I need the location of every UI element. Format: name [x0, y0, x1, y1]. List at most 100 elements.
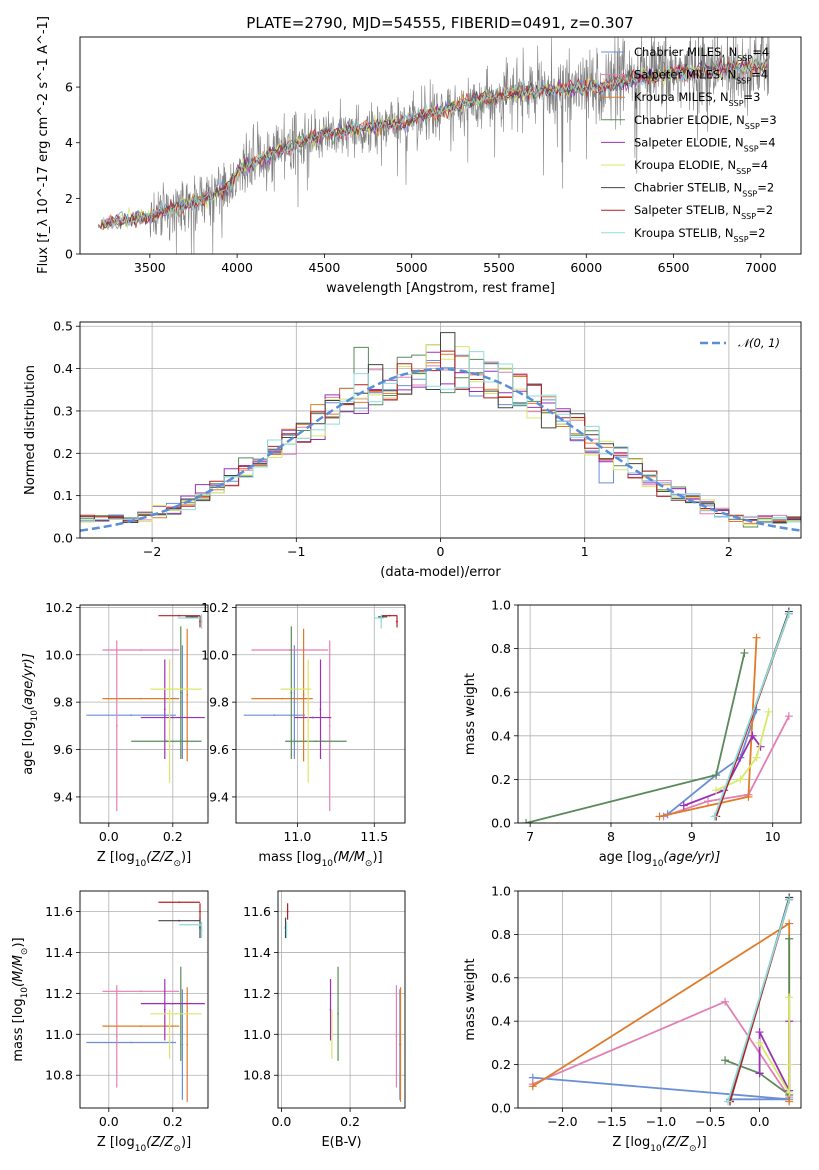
- panel-spectrum: 3500 4000 4500 5000 5500 6000 6500 7000 0 2 4 6 wave…: [36, 16, 802, 296]
- plus-marker: [785, 993, 794, 1002]
- y-tick-label: 0.4: [491, 728, 511, 743]
- x-tick-label: −1.0: [646, 1114, 676, 1129]
- y-axis-label: age [log10(age/yr)]: [21, 653, 40, 775]
- y-tick-label: 10.0: [201, 647, 229, 662]
- legend-entry: Salpeter MILES, NSSP=4: [634, 68, 768, 86]
- legend-subscript: SSP: [737, 54, 752, 63]
- y-axis-label: Flux [f_λ 10^-17 erg cm^-2 s^-1 A^-1]: [36, 16, 51, 274]
- data-point: [181, 1043, 184, 1046]
- plus-marker: [528, 1082, 537, 1091]
- label-part: age [log: [599, 850, 652, 865]
- data-point: [307, 720, 310, 723]
- legend-count: =2: [757, 181, 774, 195]
- legend-label: Chabrier MILES, N: [634, 45, 737, 59]
- y-axis-label: Normed distribution: [23, 365, 38, 495]
- legend-entry: Chabrier MILES, NSSP=4: [634, 45, 769, 63]
- panel-age-vs-Z: 0.0 0.29.49.69.810.010.2Z [log10(Z/Z⊙)]ag…: [21, 600, 209, 869]
- y-tick-label: 0.6: [491, 685, 511, 700]
- y-tick-label: 11.2: [45, 986, 73, 1001]
- plus-marker: [755, 1038, 764, 1047]
- legend-label: Kroupa STELIB, N: [634, 226, 734, 240]
- data-point: [311, 716, 314, 719]
- plot-area-age-vs-Z: [86, 614, 205, 812]
- label-part: )]: [372, 850, 382, 865]
- plot-area-age-vs-mass: [243, 614, 398, 812]
- label-part: (age/yr)]: [663, 850, 720, 865]
- x-tick-label: 3500: [134, 260, 166, 275]
- x-tick-label: 5000: [396, 260, 428, 275]
- plot-area-mass-vs-Z: [86, 901, 205, 1102]
- plus-marker: [752, 633, 761, 642]
- legend-subscript: SSP: [734, 234, 749, 243]
- x-tick-label: −2.0: [547, 1114, 577, 1129]
- data-point: [168, 1033, 171, 1036]
- data-point: [139, 1025, 142, 1028]
- y-tick-label: 9.6: [209, 742, 229, 757]
- x-tick-label: 11.5: [360, 829, 388, 844]
- y-axis-label: mass weight: [463, 958, 478, 1040]
- x-tick-label: 0.0: [99, 1114, 119, 1129]
- histogram-salpeter-stelib: [80, 350, 801, 523]
- y-tick-label: 10.2: [201, 600, 229, 615]
- plus-marker: [755, 1069, 764, 1078]
- y-tick-label: 0.1: [53, 488, 73, 503]
- data-point: [179, 691, 182, 694]
- x-tick-label: 9: [688, 829, 696, 844]
- x-tick-label: 5500: [483, 260, 515, 275]
- weight-line-kroupa-stelib: [727, 899, 791, 1102]
- y-tick-label: 11.6: [45, 904, 73, 919]
- y-tick-label: 9.6: [53, 742, 73, 757]
- legend-count: =2: [749, 226, 766, 240]
- data-point: [130, 1041, 133, 1044]
- axes-frame: [235, 604, 406, 824]
- x-axis-label: mass [log10(M/M⊙)]: [258, 850, 382, 869]
- data-point: [328, 724, 331, 727]
- x-tick-label: −2: [143, 544, 161, 559]
- plus-marker: [721, 997, 730, 1006]
- data-point: [186, 694, 189, 696]
- x-axis-label: Z [log10(Z/Z⊙)]: [612, 1135, 706, 1154]
- data-point: [163, 708, 166, 711]
- label-subscript: ⊙: [365, 859, 373, 869]
- weight-line-chabrier-miles: [667, 709, 758, 815]
- data-point: [115, 724, 118, 727]
- y-tick-label: 10.8: [45, 1068, 73, 1083]
- x-tick-label: 7: [526, 829, 534, 844]
- axes-frame: [517, 604, 802, 824]
- normal-curve-line: [80, 367, 801, 532]
- legend-label: Salpeter MILES, N: [634, 68, 736, 82]
- data-point: [377, 617, 380, 619]
- y-tick-label: 11.0: [243, 1027, 271, 1042]
- label-part: Z [log: [97, 1135, 135, 1150]
- x-axis-label: (data-model)/error: [380, 565, 501, 580]
- label-part: (M/M: [333, 850, 365, 865]
- data-point: [199, 910, 201, 913]
- label-part: (M/M: [11, 955, 26, 987]
- data-point: [200, 928, 203, 931]
- figure-title: PLATE=2790, MJD=54555, FIBERID=0491, z=0…: [246, 14, 633, 32]
- legend-label: Salpeter STELIB, N: [634, 203, 741, 217]
- legend-entry: Salpeter ELODIE, NSSP=4: [634, 135, 776, 153]
- y-tick-label: 10.8: [243, 1068, 271, 1083]
- plus-marker: [712, 771, 721, 780]
- data-point: [163, 1008, 166, 1011]
- weight-line-chabrier-elodie: [525, 652, 746, 823]
- label-subscript: 10: [135, 1144, 147, 1154]
- data-point: [200, 620, 203, 623]
- data-point: [189, 923, 192, 926]
- x-tick-label: −1.5: [596, 1114, 626, 1129]
- plus-marker: [755, 1028, 764, 1037]
- model-line-kroupa-stelib: [100, 57, 768, 227]
- y-tick-label: 11.2: [243, 986, 271, 1001]
- y-axis-label: mass [log10(M/M⊙)]: [11, 937, 30, 1061]
- label-part: Z [log: [612, 1135, 650, 1150]
- plus-marker: [752, 753, 761, 762]
- legend-label: Chabrier ELODIE, N: [634, 113, 745, 127]
- y-tick-label: 0: [65, 247, 73, 262]
- data-point: [178, 901, 181, 904]
- legend-label: Kroupa ELODIE, N: [634, 158, 736, 172]
- y-tick-label: 0.0: [491, 1101, 511, 1116]
- legend-entry: Chabrier ELODIE, NSSP=3: [634, 113, 777, 131]
- axes-frame: [517, 890, 802, 1109]
- x-tick-label: 7000: [745, 260, 777, 275]
